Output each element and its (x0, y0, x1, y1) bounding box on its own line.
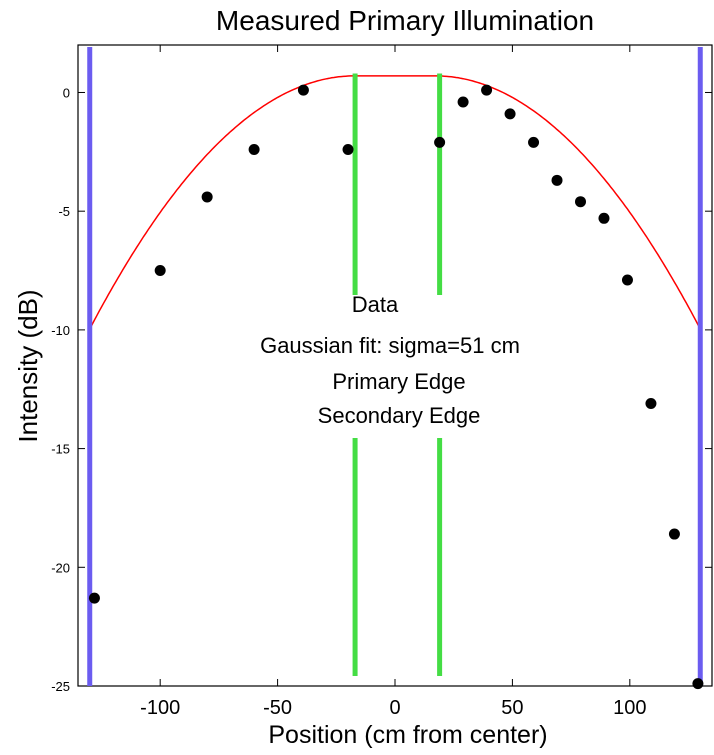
data-point (528, 136, 540, 148)
y-tick-label: -20 (51, 560, 70, 575)
data-point (248, 143, 260, 155)
data-point (575, 196, 587, 208)
data-point (154, 265, 166, 277)
data-point (598, 212, 610, 224)
data-point (342, 143, 354, 155)
legend-secondary-edge: Secondary Edge (318, 403, 481, 428)
data-point (668, 528, 680, 540)
x-tick-label: -100 (140, 697, 180, 719)
data-point (457, 96, 469, 108)
x-tick-label: 0 (389, 697, 400, 719)
y-tick-label: 0 (63, 85, 70, 100)
data-point (551, 174, 563, 186)
data-point (645, 397, 657, 409)
chart-title: Measured Primary Illumination (216, 5, 594, 36)
data-point (434, 136, 446, 148)
data-point (481, 84, 493, 96)
legend: Data Gaussian fit: sigma=51 cm Primary E… (260, 292, 520, 428)
data-point (88, 592, 100, 604)
data-point (621, 274, 633, 286)
data-point (201, 191, 213, 203)
x-tick-label: 50 (501, 697, 523, 719)
data-point (297, 84, 309, 96)
legend-primary-edge: Primary Edge (332, 369, 465, 394)
data-point (692, 678, 704, 690)
x-tick-label: 100 (613, 697, 646, 719)
plot-area: -100 -50 0 50 100 0 -5 -10 -15 -20 -25 (51, 44, 713, 719)
data-point (504, 108, 516, 120)
y-axis-label: Intensity (dB) (13, 289, 43, 442)
y-tick-label: -5 (58, 204, 70, 219)
plot-frame (77, 44, 713, 687)
y-tick-label: -15 (51, 442, 70, 457)
x-tick-label: -50 (263, 697, 292, 719)
legend-gaussian-fit: Gaussian fit: sigma=51 cm (260, 333, 520, 358)
y-tick-label: -10 (51, 323, 70, 338)
legend-data: Data (352, 292, 399, 317)
x-axis-label: Position (cm from center) (268, 721, 547, 749)
gaussian-fit-line (89, 75, 701, 330)
y-tick-label: -25 (51, 679, 70, 694)
